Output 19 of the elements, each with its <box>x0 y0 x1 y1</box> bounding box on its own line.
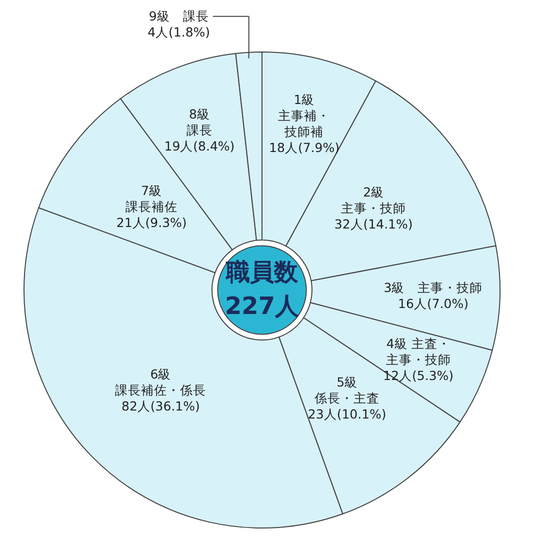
slice-label: 4級 主査・主事・技師 <box>386 336 451 368</box>
data-label: 18人(7.9%) <box>269 140 340 155</box>
slice-label: 3級 主事・技師 <box>384 280 483 295</box>
data-label: 32人(14.1%) <box>334 216 413 232</box>
data-label: 16人(7.0%) <box>398 296 468 311</box>
data-label: 82人(36.1%) <box>121 398 200 414</box>
legend-label: 9級 課長 <box>148 8 209 24</box>
data-label: 23人(10.1%) <box>308 406 386 422</box>
slice-label: 5級係長・主査 <box>314 374 380 406</box>
text: 職員数 <box>225 258 299 286</box>
text: 227人 <box>224 292 300 320</box>
slice-label: 1級主事補・技師補 <box>278 92 330 139</box>
data-label: 4人(1.8%) <box>148 24 210 40</box>
data-label: 19人(8.4%) <box>164 138 235 154</box>
slice-label: 2級主事・技師 <box>341 184 406 216</box>
slice-label: 8級課長 <box>186 106 212 138</box>
slice-label: 7級課長補佐 <box>126 183 178 214</box>
data-label: 21人(9.3%) <box>116 215 187 230</box>
slice-label: 6級課長補佐・係長 <box>115 366 206 398</box>
